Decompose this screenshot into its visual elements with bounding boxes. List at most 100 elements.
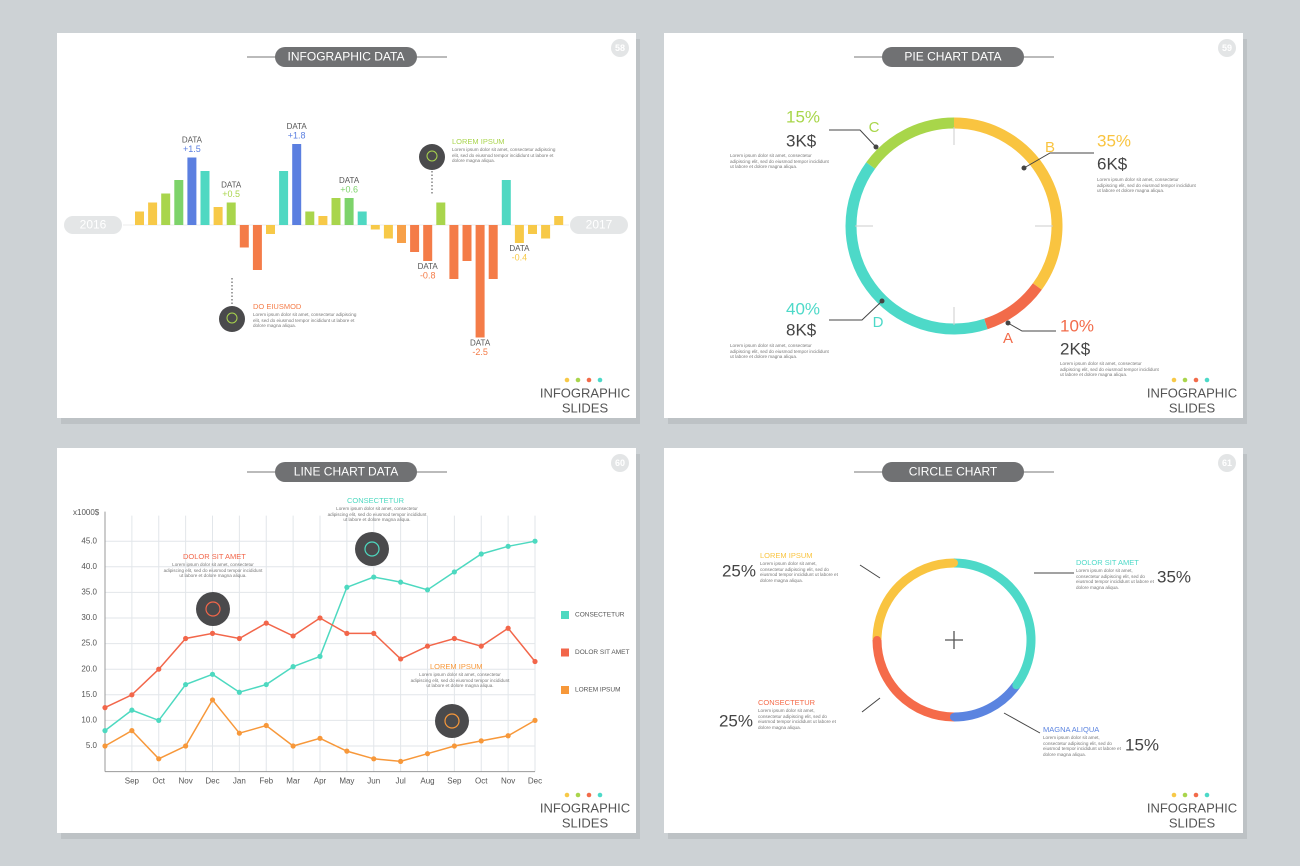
slide-title: LINE CHART DATA bbox=[294, 465, 398, 479]
bar bbox=[370, 225, 380, 230]
amount-label: 3K$ bbox=[786, 131, 817, 150]
y-tick-label: 30.0 bbox=[81, 613, 97, 622]
point bbox=[156, 756, 162, 762]
point bbox=[290, 633, 296, 639]
y-tick-label: 40.0 bbox=[81, 562, 97, 571]
leader-dot bbox=[873, 144, 879, 150]
point bbox=[478, 643, 484, 649]
leader bbox=[829, 300, 883, 321]
x-tick-label: Aug bbox=[420, 777, 434, 786]
bar bbox=[410, 225, 420, 252]
footer-dot bbox=[586, 792, 592, 798]
footer-dot bbox=[1204, 792, 1210, 798]
point bbox=[102, 705, 108, 711]
bar bbox=[161, 193, 171, 225]
x-tick-label: Apr bbox=[314, 777, 327, 786]
year-label: 2016 bbox=[80, 218, 107, 232]
point bbox=[451, 569, 457, 575]
ring-segment bbox=[845, 162, 988, 335]
leader bbox=[829, 129, 877, 148]
leader-dot bbox=[1021, 165, 1027, 171]
value-label: 40% bbox=[786, 299, 820, 318]
bar bbox=[357, 211, 367, 225]
title-pill bbox=[882, 47, 1024, 67]
point bbox=[532, 658, 538, 665]
bar bbox=[331, 198, 341, 225]
segment-dot bbox=[950, 713, 958, 721]
y-tick-label: 25.0 bbox=[81, 639, 97, 648]
data-tag: DATA bbox=[470, 339, 491, 348]
y-tick-label: 20.0 bbox=[81, 664, 97, 673]
amount-label: 8K$ bbox=[786, 320, 817, 339]
description-text: Lorem ipsum dolor sit amet, consectetur … bbox=[163, 562, 263, 579]
bar bbox=[135, 211, 144, 225]
page-badge bbox=[611, 454, 629, 472]
point bbox=[263, 620, 269, 626]
description-text: Lorem ipsum dolor sit amet, consectetur … bbox=[758, 708, 836, 730]
value-label: +1.8 bbox=[288, 130, 306, 140]
point bbox=[102, 743, 108, 749]
amount-label: 6K$ bbox=[1097, 154, 1128, 173]
page-badge bbox=[611, 39, 629, 57]
footer-subtitle: SLIDES bbox=[1169, 815, 1216, 830]
point bbox=[398, 656, 404, 662]
bar bbox=[148, 202, 158, 225]
bar bbox=[318, 216, 328, 225]
point bbox=[129, 692, 135, 698]
ring-segment bbox=[953, 682, 1020, 722]
footer-dot bbox=[586, 377, 592, 383]
x-tick-label: Nov bbox=[179, 777, 193, 786]
x-tick-label: Sep bbox=[447, 777, 462, 786]
annotation-title: LOREM IPSUM bbox=[430, 662, 483, 671]
point bbox=[102, 728, 108, 734]
point bbox=[263, 722, 269, 729]
bar bbox=[514, 225, 524, 243]
bar bbox=[292, 144, 302, 225]
point bbox=[236, 730, 242, 736]
bar bbox=[279, 171, 289, 225]
point bbox=[209, 630, 216, 636]
description: Lorem ipsum dolor sit amet, consectetur … bbox=[1097, 177, 1196, 193]
data-tag: DATA bbox=[339, 176, 360, 185]
annotation-title: CONSECTETUR bbox=[347, 496, 405, 505]
description: Lorem ipsum dolor sit amet, consectetur … bbox=[730, 343, 829, 360]
point bbox=[156, 666, 162, 672]
leader-dot bbox=[1005, 320, 1011, 326]
footer-dot bbox=[1171, 792, 1177, 798]
point bbox=[451, 743, 457, 749]
y-axis-title: x1000$ bbox=[73, 508, 100, 517]
point bbox=[183, 635, 189, 642]
point bbox=[344, 584, 350, 590]
annotation-title: DO EIUSMOD bbox=[253, 302, 302, 311]
point bbox=[505, 543, 511, 549]
ring-segment bbox=[953, 117, 1063, 290]
page-number: 59 bbox=[1222, 43, 1232, 53]
page-number: 60 bbox=[615, 458, 625, 468]
legend-swatch bbox=[561, 686, 569, 694]
icon-glyph bbox=[444, 713, 460, 729]
footer-dot bbox=[1193, 377, 1199, 383]
description: Lorem ipsum dolor sit amet, consectetur … bbox=[452, 147, 555, 163]
description-text: Lorem ipsum dolor sit amet, consectetur … bbox=[1043, 735, 1121, 757]
y-tick-label: 10.0 bbox=[81, 716, 97, 725]
leader bbox=[861, 697, 881, 713]
value-label: 35% bbox=[1097, 131, 1131, 150]
point bbox=[236, 635, 242, 642]
point bbox=[371, 756, 377, 762]
segment-title: DOLOR SIT AMET bbox=[1076, 558, 1139, 567]
leader bbox=[859, 564, 881, 579]
bar bbox=[397, 225, 406, 243]
value-label: 15% bbox=[1125, 735, 1159, 754]
description: Lorem ipsum dolor sit amet, consectetur … bbox=[730, 153, 829, 169]
description-text: Lorem ipsum dolor sit amet, consectetur … bbox=[730, 343, 829, 360]
point bbox=[129, 728, 135, 734]
value-label: -0.8 bbox=[420, 270, 436, 280]
amount-label: 2K$ bbox=[1060, 339, 1091, 358]
footer-dot bbox=[575, 792, 581, 798]
footer-dot bbox=[597, 792, 603, 798]
data-tag: DATA bbox=[182, 136, 203, 145]
